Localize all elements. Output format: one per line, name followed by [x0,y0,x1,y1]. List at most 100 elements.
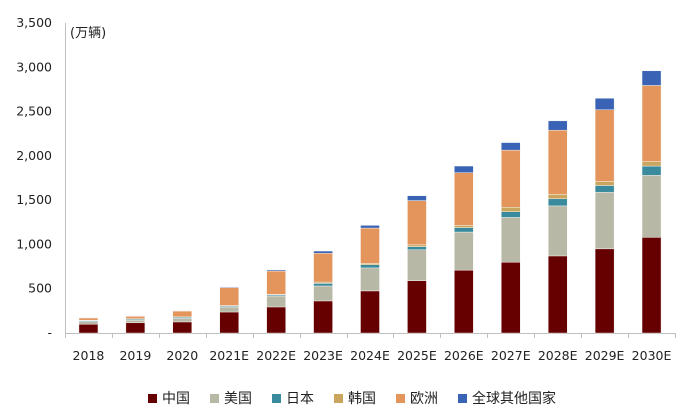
legend-swatch-icon [272,393,281,403]
bar-stack-2027E [501,142,521,334]
bar-segment [641,237,662,334]
y-tick-label: 3,500 [16,15,52,30]
bar-segment [547,129,568,195]
legend-swatch-icon [334,393,343,403]
bar-stack-2026E [454,165,474,334]
bar-segment [594,185,615,193]
bar-segment [594,181,615,186]
bar-segment [454,165,474,173]
bar-segment [360,225,380,229]
legend-item: 全球其他国家 [458,388,556,408]
bar-segment [78,323,99,334]
bar-segment [125,319,146,324]
bar-segment [78,321,99,325]
bar-segment [407,195,427,201]
x-tick-label: 2021E [209,348,249,363]
bar-segment [641,70,662,86]
bar-segment [594,98,615,110]
x-tick-label: 2024E [350,348,390,363]
legend-item: 中国 [148,388,190,408]
bar-segment [172,310,193,318]
bar-segment [313,300,333,334]
legend-label: 韩国 [348,391,376,407]
bar-segment [266,270,286,295]
bar-segment [219,311,239,334]
bar-segment [501,261,521,334]
bar-stack-2025E [407,195,427,334]
bar-segment [125,316,146,320]
x-tick-label: 2023E [303,348,343,363]
bar-segment [407,200,427,246]
bar-stack-2023E [313,250,333,334]
x-axis-ticks [65,333,676,338]
y-tick-label: - [47,325,52,340]
unit-label: (万辆) [70,26,106,41]
x-tick-label: 2030E [632,348,672,363]
bar-segment [501,142,521,151]
bar-segment [172,321,193,334]
bar-segment [547,120,568,131]
bar-segment [407,244,427,247]
legend-item: 日本 [272,388,314,408]
bar-segment [641,175,662,238]
bar-segment [454,172,474,226]
legend-swatch-icon [396,393,405,403]
bar-segment [407,280,427,334]
bar-stack-2024E [360,225,380,334]
bar-segment [454,225,474,228]
bar-stack-2019 [125,315,146,334]
bar-stack-2022E [266,269,286,334]
bar-segment [501,207,521,212]
bar-segment [266,269,286,272]
x-tick-label: 2019 [119,348,151,363]
bar-segment [594,248,615,334]
legend-item: 美国 [210,388,252,408]
y-tick-label: 1,000 [16,236,52,251]
bar-segment [501,149,521,208]
x-tick-label: 2018 [73,348,105,363]
x-tick-label: 2020 [166,348,198,363]
bar-stack-2021E [219,286,239,334]
bar-segment [360,264,380,269]
x-tick-label: 2022E [256,348,296,363]
bar-segment [219,306,239,313]
bar-segment [266,295,286,308]
bar-segment [641,165,662,176]
legend-swatch-icon [458,393,467,403]
y-tick-label: 2,500 [16,104,52,119]
bar-stack-2018 [78,317,99,334]
x-tick-label: 2029E [585,348,625,363]
bar-segment [125,322,146,334]
x-tick-label: 2025E [397,348,437,363]
bar-stack-2030E [641,70,662,334]
bar-segment [454,227,474,233]
bar-segment [641,85,662,162]
bar-segment [219,286,239,288]
legend: 中国 美国 日本 韩国 欧洲 全球其他国家 [148,388,576,408]
bar-segment [313,285,333,302]
y-tick-label: 500 [28,281,52,296]
bar-segment [501,211,521,218]
bar-segment [360,227,380,264]
bars-group [78,70,662,334]
bar-segment [547,205,568,257]
legend-label: 全球其他国家 [472,391,556,407]
x-tick-label: 2028E [538,348,578,363]
bar-segment [594,109,615,182]
x-tick-label: 2027E [491,348,531,363]
bar-segment [407,249,427,281]
bar-segment [594,191,615,250]
bar-segment [547,194,568,200]
bar-segment [641,161,662,167]
bar-stack-2029E [594,98,615,334]
legend-label: 美国 [224,391,252,407]
bar-segment [313,283,333,287]
bar-segment [454,269,474,334]
legend-swatch-icon [148,393,157,403]
bar-stack-2028E [547,120,568,334]
bar-segment [219,287,239,306]
bar-segment [360,290,380,334]
bar-segment [172,318,193,323]
legend-swatch-icon [210,393,219,403]
